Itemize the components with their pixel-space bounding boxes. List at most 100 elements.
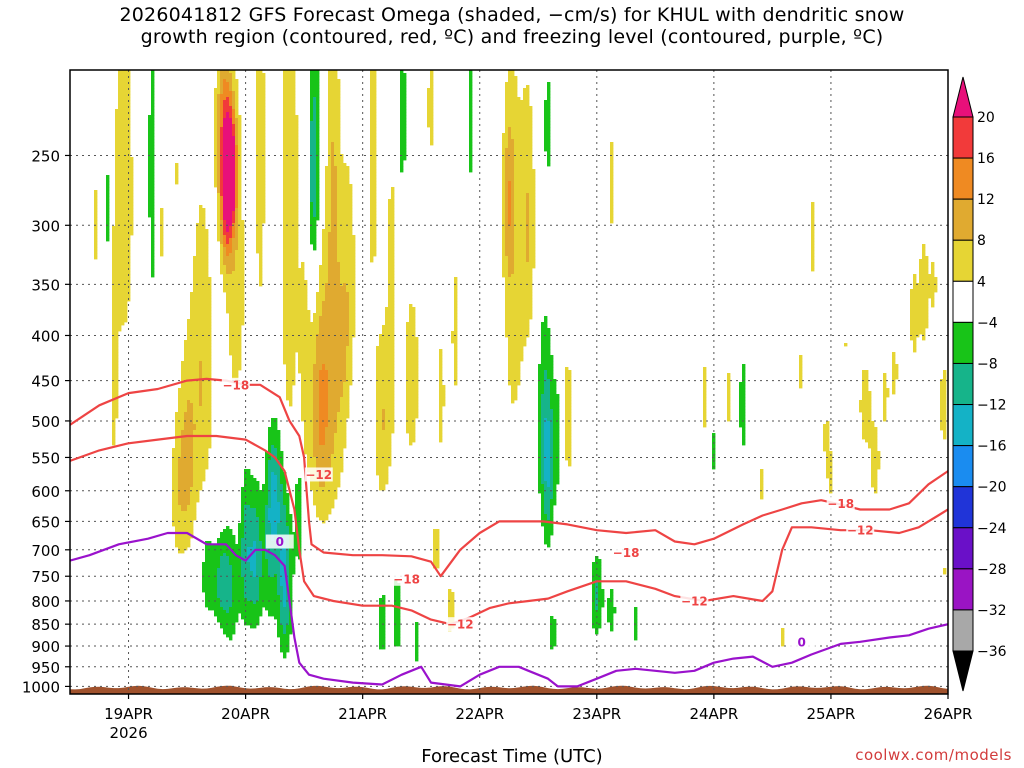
omega-cell (121, 289, 125, 293)
omega-cell (172, 505, 176, 509)
omega-cell (112, 349, 116, 353)
omega-cell (127, 115, 131, 119)
omega-cell (232, 163, 236, 167)
omega-cell (175, 541, 179, 545)
omega-cell (124, 208, 128, 212)
omega-cell (217, 541, 221, 545)
omega-cell (112, 442, 116, 446)
omega-cell (217, 100, 221, 104)
omega-cell (178, 469, 182, 473)
omega-cell (316, 313, 320, 317)
omega-cell (277, 529, 281, 533)
omega-cell (226, 571, 230, 575)
omega-cell (229, 271, 233, 275)
omega-cell (229, 262, 233, 266)
omega-cell (268, 502, 272, 506)
omega-cell (214, 163, 218, 167)
omega-cell (223, 208, 227, 212)
omega-cell (259, 502, 263, 506)
omega-cell (286, 163, 290, 167)
omega-cell (262, 169, 266, 173)
omega-cell (292, 199, 296, 203)
omega-cell (151, 202, 155, 206)
omega-cell (187, 475, 191, 479)
omega-cell (217, 235, 221, 239)
omega-cell (292, 298, 296, 302)
omega-cell (112, 307, 116, 311)
omega-cell (280, 580, 284, 584)
omega-cell (292, 163, 296, 167)
omega-cell (289, 400, 293, 404)
omega-cell (118, 238, 122, 242)
omega-cell (259, 124, 263, 128)
omega-cell (283, 244, 287, 248)
omega-cell (253, 490, 257, 494)
omega-cell (205, 430, 209, 434)
omega-cell (298, 523, 302, 527)
omega-cell (112, 274, 116, 278)
omega-cell (226, 565, 230, 569)
omega-cell (232, 160, 236, 164)
omega-cell (292, 364, 296, 368)
omega-cell (304, 439, 308, 443)
omega-cell (316, 187, 320, 191)
omega-cell (202, 391, 206, 395)
omega-cell (295, 292, 299, 296)
omega-cell (202, 433, 206, 437)
omega-cell (220, 187, 224, 191)
omega-cell (307, 430, 311, 434)
omega-cell (292, 316, 296, 320)
omega-cell (292, 139, 296, 143)
omega-cell (211, 562, 215, 566)
omega-cell (283, 277, 287, 281)
omega-cell (190, 400, 194, 404)
omega-cell (202, 586, 206, 590)
omega-cell (259, 169, 263, 173)
omega-cell (208, 364, 212, 368)
omega-cell (235, 619, 239, 623)
omega-cell (223, 631, 227, 635)
omega-cell (304, 373, 308, 377)
omega-cell (199, 340, 203, 344)
omega-cell (235, 298, 239, 302)
omega-cell (178, 487, 182, 491)
omega-cell (175, 181, 179, 185)
omega-cell (295, 190, 299, 194)
omega-cell (235, 232, 239, 236)
omega-cell (229, 589, 233, 593)
omega-cell (265, 472, 269, 476)
omega-cell (289, 310, 293, 314)
omega-cell (112, 436, 116, 440)
omega-cell (238, 361, 242, 365)
omega-cell (121, 319, 125, 323)
omega-cell (283, 346, 287, 350)
omega-cell (304, 307, 308, 311)
omega-cell (313, 481, 317, 485)
omega-cell (274, 526, 278, 530)
omega-cell (289, 172, 293, 176)
omega-cell (238, 532, 242, 536)
omega-cell (286, 82, 290, 86)
omega-cell (205, 457, 209, 461)
omega-cell (250, 595, 254, 599)
omega-cell (124, 190, 128, 194)
omega-cell (271, 451, 275, 455)
omega-cell (310, 337, 314, 341)
omega-cell (289, 178, 293, 182)
omega-cell (178, 400, 182, 404)
omega-cell (301, 283, 305, 287)
omega-cell (316, 166, 320, 170)
omega-cell (232, 280, 236, 284)
omega-cell (256, 499, 260, 503)
omega-cell (226, 82, 230, 86)
omega-cell (289, 619, 293, 623)
omega-cell (208, 589, 212, 593)
omega-cell (316, 73, 320, 77)
omega-cell (196, 259, 200, 263)
omega-cell (184, 526, 188, 530)
omega-cell (262, 202, 266, 206)
omega-cell (319, 286, 323, 290)
omega-cell (304, 427, 308, 431)
omega-cell (208, 556, 212, 560)
omega-cell (274, 592, 278, 596)
